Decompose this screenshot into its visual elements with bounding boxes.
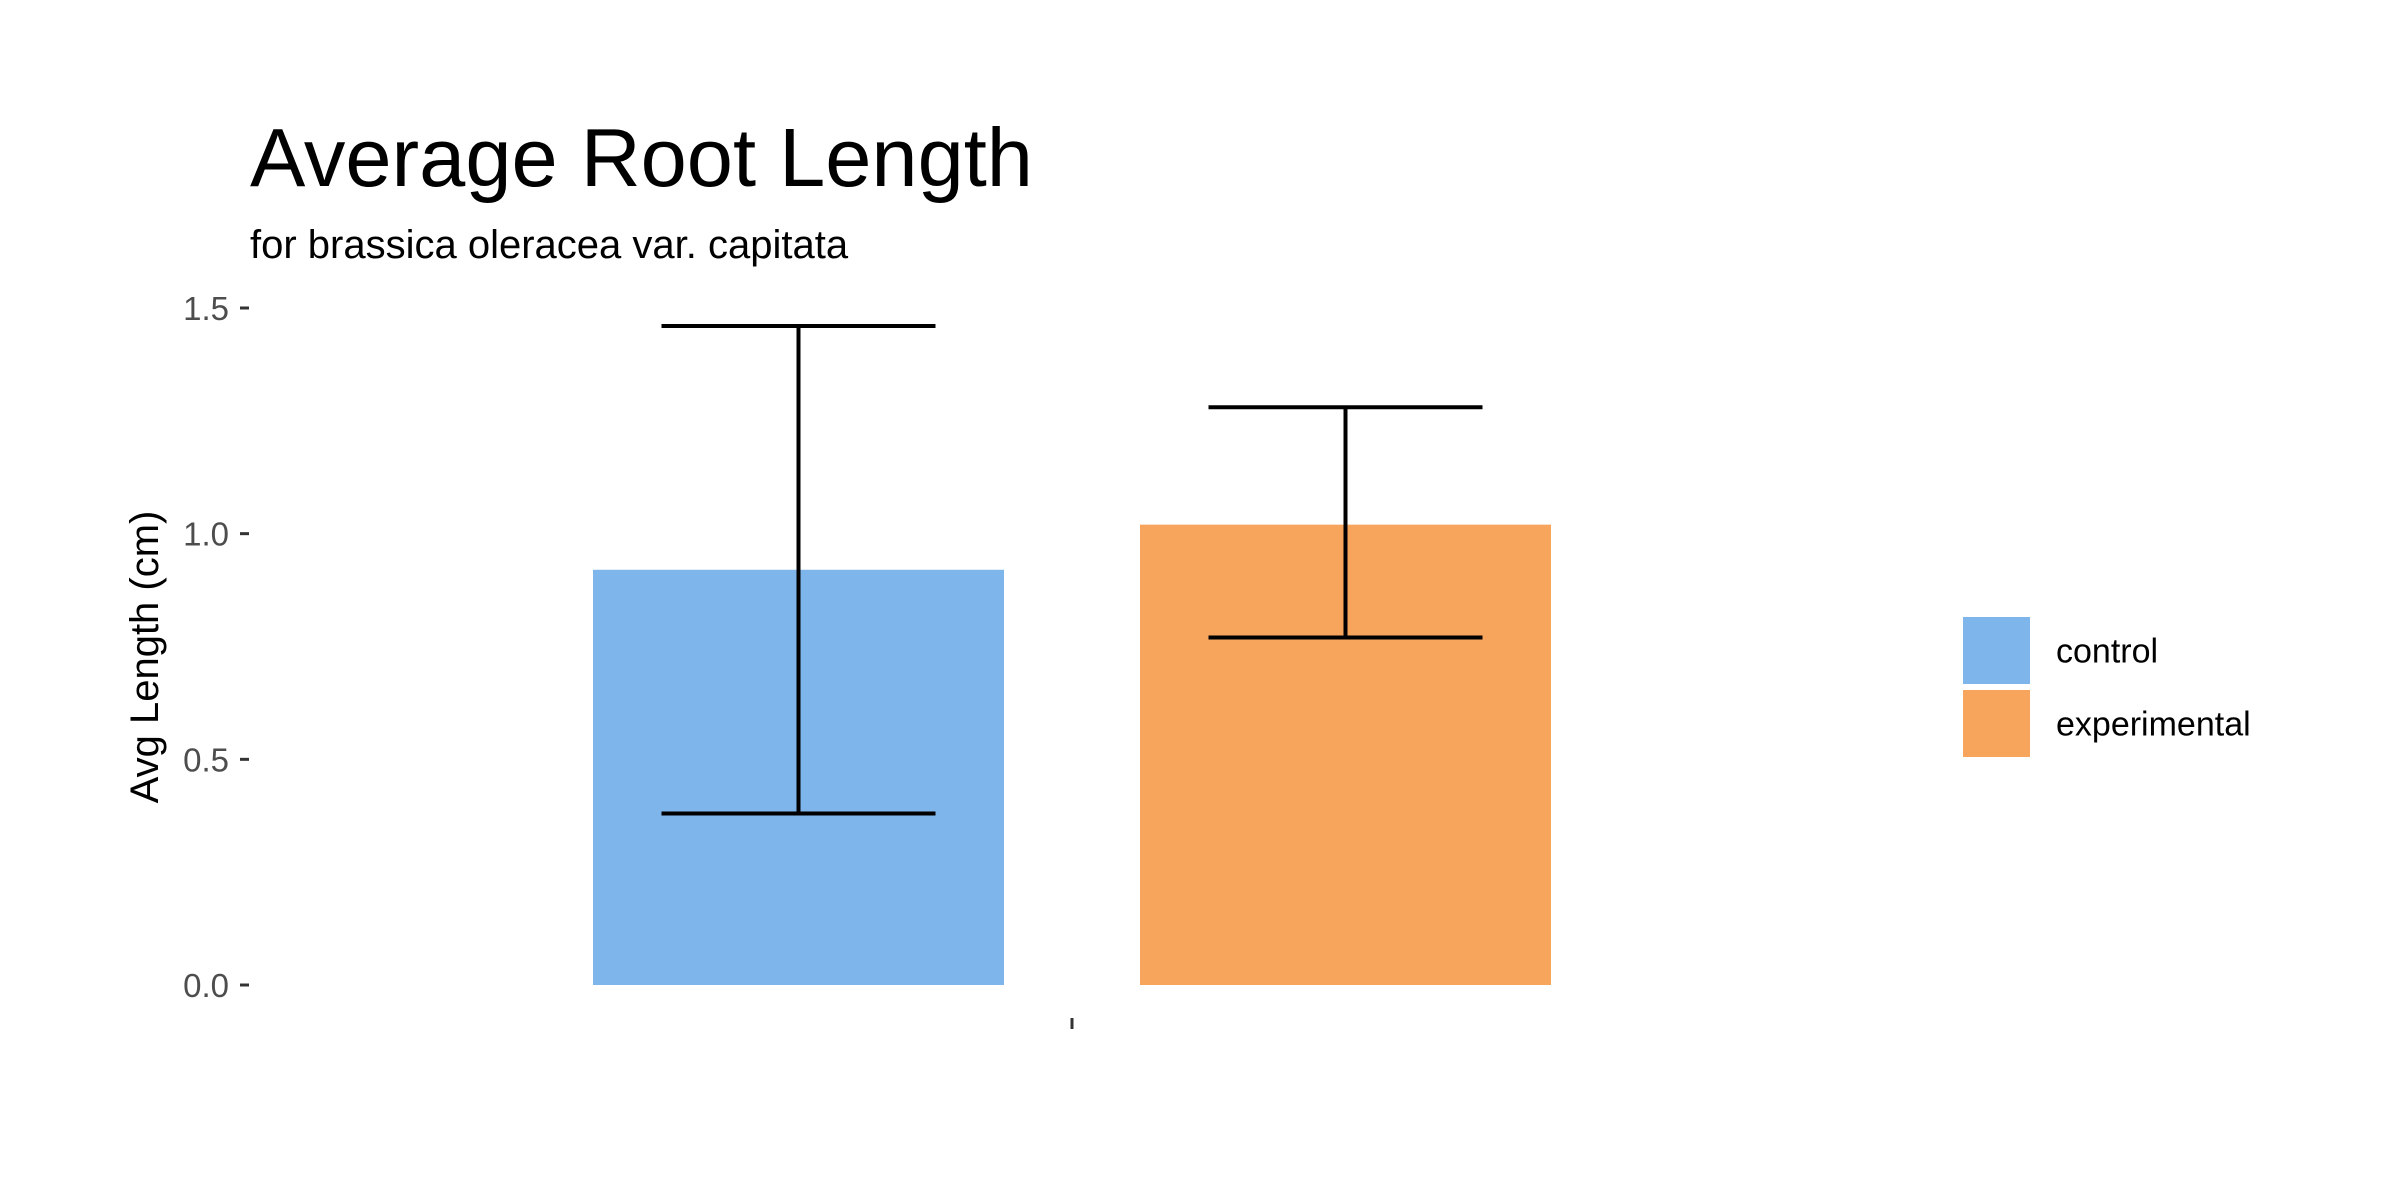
y-tick-label: 1.5 xyxy=(183,290,229,327)
y-tick-label: 0.0 xyxy=(183,967,229,1004)
legend: control experimental xyxy=(1963,617,2251,757)
y-axis-label: Avg Length (cm) xyxy=(123,511,167,804)
legend-key-experimental xyxy=(1963,690,2030,757)
error-bars xyxy=(661,324,1483,816)
y-tick-label: 0.5 xyxy=(183,741,229,778)
bars xyxy=(593,524,1551,985)
legend-key-control xyxy=(1963,617,2030,684)
y-tick-label: 1.0 xyxy=(183,516,229,553)
chart-subtitle: for brassica oleracea var. capitata xyxy=(250,223,849,267)
chart-title: Average Root Length xyxy=(250,111,1033,204)
legend-label-control: control xyxy=(2056,633,2158,671)
y-axis: 0.0 0.5 1.0 1.5 xyxy=(183,290,249,1004)
legend-label-experimental: experimental xyxy=(2056,706,2251,744)
